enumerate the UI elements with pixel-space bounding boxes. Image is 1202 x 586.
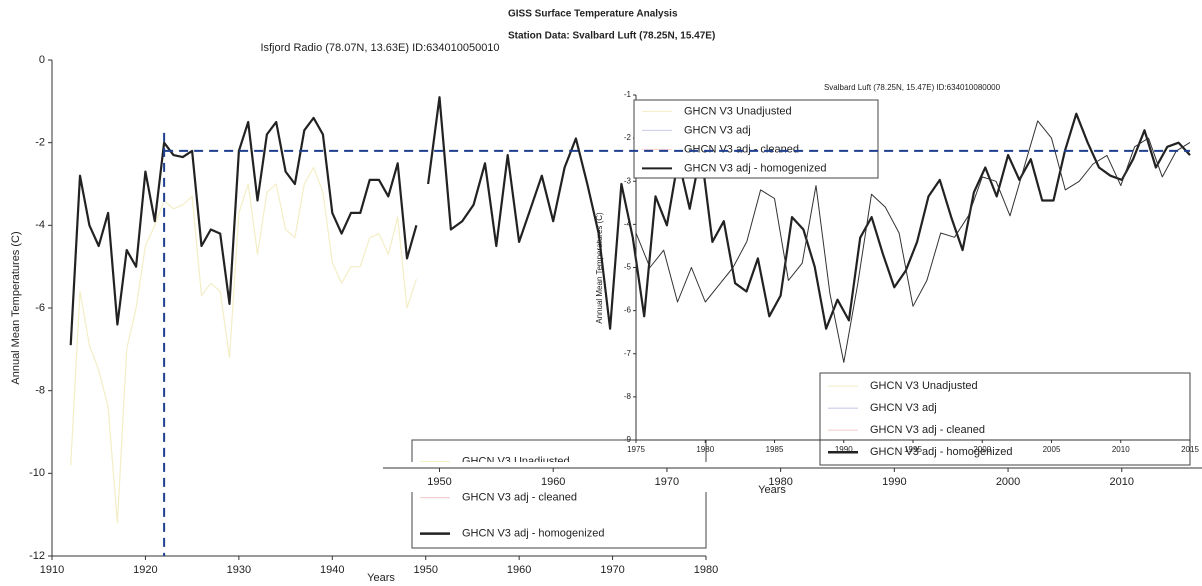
y-tick-label: -4 — [35, 219, 45, 231]
y-tick-label: 0 — [39, 54, 45, 66]
legend-label: GHCN V3 adj — [684, 124, 751, 136]
legend-label: GHCN V3 adj - homogenized — [870, 446, 1012, 458]
x-tick-label: 1950 — [413, 564, 437, 576]
legend-label: GHCN V3 adj - homogenized — [462, 528, 604, 540]
y-tick-label: -8 — [35, 385, 45, 397]
x-tick-label: 1970 — [655, 476, 679, 488]
x-tick-label: 1960 — [507, 564, 531, 576]
x-tick-label: 1950 — [427, 476, 451, 488]
x-tick-label: 1980 — [768, 476, 792, 488]
legend-label: GHCN V3 adj - cleaned — [684, 143, 799, 155]
data-line — [69, 116, 418, 346]
legend-box — [633, 99, 879, 179]
data-line — [70, 166, 417, 524]
legend-box — [411, 439, 707, 549]
x-tick-label: 1980 — [694, 564, 718, 576]
legend-label: GHCN V3 adj - cleaned — [462, 492, 577, 504]
x-axis-label: Years — [367, 572, 395, 584]
overlay-axis-band — [383, 462, 1202, 492]
legend-box — [819, 372, 1191, 466]
x-axis-label: Years — [758, 484, 786, 496]
x-tick-label: 1990 — [835, 445, 853, 454]
legend-label: GHCN V3 Unadjusted — [870, 380, 978, 392]
y-tick-label: -8 — [624, 392, 632, 401]
x-tick-label: 1970 — [600, 564, 624, 576]
x-tick-label: 1985 — [766, 445, 784, 454]
legend-label: GHCN V3 Unadjusted — [684, 105, 792, 117]
data-line — [635, 120, 1191, 363]
legend-label: GHCN V3 adj - homogenized — [684, 162, 826, 174]
y-tick-label: -10 — [29, 467, 45, 479]
y-tick-label: -9 — [624, 435, 632, 444]
legend-label: GHCN V3 adj - cleaned — [870, 424, 985, 436]
x-tick-label: 1960 — [541, 476, 565, 488]
x-tick-label: 2010 — [1110, 476, 1134, 488]
x-tick-label: 2010 — [1112, 445, 1130, 454]
x-tick-label: 1975 — [627, 445, 645, 454]
y-axis-label: Annual Mean Temperatures (C) — [595, 212, 604, 324]
x-tick-label: 1940 — [320, 564, 344, 576]
x-tick-label: 1930 — [227, 564, 251, 576]
x-tick-label: 1990 — [882, 476, 906, 488]
x-tick-label: 1910 — [40, 564, 64, 576]
y-tick-label: -2 — [35, 137, 45, 149]
y-tick-label: -1 — [624, 90, 632, 99]
page-title: GISS Surface Temperature Analysis — [508, 9, 678, 20]
page-subtitle: Station Data: Svalbard Luft (78.25N, 15.… — [508, 31, 715, 42]
y-tick-label: -5 — [624, 263, 632, 272]
y-tick-label: -4 — [624, 219, 632, 228]
y-tick-label: -6 — [624, 306, 632, 315]
x-tick-label: 2005 — [1043, 445, 1061, 454]
legend-label: GHCN V3 adj — [870, 402, 937, 414]
y-tick-label: -2 — [624, 133, 632, 142]
y-tick-label: -7 — [624, 349, 632, 358]
y-tick-label: -12 — [29, 550, 45, 562]
y-tick-label: -3 — [624, 176, 632, 185]
chart-title: Isfjord Radio (78.07N, 13.63E) ID:634010… — [260, 42, 499, 54]
x-tick-label: 2015 — [1181, 445, 1199, 454]
x-tick-label: 1980 — [696, 445, 714, 454]
y-tick-label: -6 — [35, 302, 45, 314]
x-tick-label: 1920 — [133, 564, 157, 576]
x-tick-label: 2000 — [973, 445, 991, 454]
y-axis-label: Annual Mean Temperatures (C) — [10, 231, 22, 384]
chart-title: Svalbard Luft (78.25N, 15.47E) ID:634010… — [824, 83, 1001, 92]
x-tick-label: 2000 — [996, 476, 1020, 488]
data-line — [427, 96, 1191, 330]
x-tick-label: 1995 — [904, 445, 922, 454]
